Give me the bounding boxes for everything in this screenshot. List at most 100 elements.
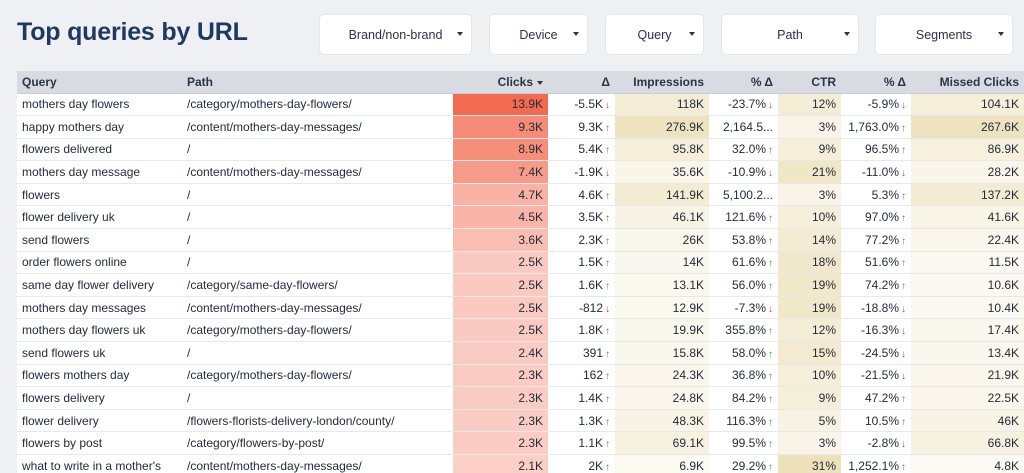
header-query[interactable]: Query [17, 71, 182, 94]
clicks-cell: 8.9K [453, 138, 548, 162]
chevron-down-icon [457, 32, 463, 36]
table-row[interactable]: send flowers uk/2.4K 391 ↑ 15.8K 58.0% ↑ 15% -2… [17, 341, 1024, 365]
missed-clicks-cell: 22.5K [911, 386, 1024, 410]
header-impressions[interactable]: Impressions [615, 71, 709, 94]
missed-clicks-cell: 13.4K [911, 341, 1024, 365]
table-row[interactable]: mothers day flowers uk/category/mothers-… [17, 318, 1024, 343]
table-row[interactable]: send flowers/3.6K 2.3K ↑ 26K 53.8% ↑ 14% 77.2% ↑… [17, 228, 1024, 252]
impressions-cell-value: 95.8K [672, 142, 704, 157]
segments-filter[interactable]: Segments [876, 15, 1012, 54]
query-cell: flowers delivered [17, 138, 182, 162]
arrow-up-icon: ↑ [901, 122, 906, 134]
query-cell: flowers delivery [17, 386, 182, 410]
header-ctr[interactable]: CTR [778, 71, 841, 94]
table-row[interactable]: happy mothers day/content/mothers-day-me… [17, 115, 1024, 139]
ctr-delta-cell-value: 5.3% [871, 187, 899, 202]
header-clicks[interactable]: Clicks [453, 71, 548, 94]
header-ctr-delta[interactable]: % Δ [841, 71, 911, 94]
missed-clicks-cell: 10.4K [911, 296, 1024, 320]
ctr-delta-cell: 97.0% ↑ [841, 205, 911, 230]
impressions-cell: 13.1K [615, 273, 709, 297]
impressions-delta-cell-value: 121.6% [725, 210, 766, 225]
ctr-cell: 3% [778, 115, 841, 139]
table-row[interactable]: flowers delivery/2.3K 1.4K ↑ 24.8K 84.2% ↑ 9% 4… [17, 386, 1024, 410]
missed-clicks-cell-value: 10.6K [987, 278, 1019, 293]
ctr-cell: 19% [778, 273, 841, 297]
clicks-delta-cell-value: 1.3K [578, 413, 603, 428]
ctr-delta-cell-value: -5.9% [867, 97, 899, 112]
clicks-delta-cell: 1.8K ↑ [548, 318, 615, 343]
clicks-delta-cell: 1.1K ↑ [548, 431, 615, 455]
header-missed-clicks[interactable]: Missed Clicks [911, 71, 1024, 94]
ctr-delta-cell-value: 74.2% [864, 278, 899, 293]
table-row[interactable]: mothers day messages/content/mothers-day… [17, 296, 1024, 320]
path-cell: / [182, 183, 453, 207]
clicks-delta-cell-value: -5.5K [574, 97, 603, 112]
impressions-cell-value: 13.1K [672, 278, 704, 293]
ctr-cell-value: 9% [818, 391, 836, 406]
table-row[interactable]: mothers day flowers/category/mothers-day… [17, 93, 1024, 117]
path-cell-value: / [187, 255, 191, 270]
table-row[interactable]: order flowers online/2.5K 1.5K ↑ 14K 61.6% ↑ 1… [17, 251, 1024, 275]
header-missed-clicks-label: Missed Clicks [939, 74, 1019, 89]
impressions-cell: 19.9K [615, 318, 709, 343]
path-filter[interactable]: Path [722, 15, 858, 54]
ctr-delta-cell: 47.2% ↑ [841, 386, 911, 410]
clicks-cell-value: 2.5K [518, 278, 543, 293]
query-cell: what to write in a mother's [17, 454, 182, 473]
device-filter[interactable]: Device [490, 15, 587, 54]
impressions-cell: 26K [615, 228, 709, 252]
arrow-down-icon: ↓ [605, 303, 610, 315]
table-row[interactable]: flower delivery/flowers-florists-deliver… [17, 409, 1024, 433]
header-path-label: Path [187, 74, 214, 89]
query-cell: happy mothers day [17, 115, 182, 139]
arrow-up-icon: ↑ [901, 416, 906, 428]
clicks-delta-cell-value: 162 [582, 368, 603, 383]
clicks-cell: 2.3K [453, 409, 548, 433]
arrow-up-icon: ↑ [605, 439, 610, 451]
table-row[interactable]: what to write in a mother's/content/moth… [17, 454, 1024, 473]
header-path[interactable]: Path [182, 71, 453, 94]
header-impressions-label: Impressions [633, 74, 704, 89]
table-row[interactable]: mothers day message/content/mothers-day-… [17, 160, 1024, 184]
query-cell: order flowers online [17, 251, 182, 275]
clicks-delta-cell: 1.3K ↑ [548, 409, 615, 433]
header-ctr-delta-label: % Δ [883, 74, 906, 89]
arrow-up-icon: ↑ [605, 122, 610, 134]
query-cell: flower delivery [17, 409, 182, 433]
impressions-delta-cell-value: 29.2% [731, 458, 766, 473]
clicks-delta-cell: 1.5K ↑ [548, 251, 615, 275]
header-clicks-delta[interactable]: Δ [548, 71, 615, 94]
path-cell-value: / [187, 345, 191, 360]
impressions-delta-cell: 2,164.5... [709, 115, 778, 139]
query-cell-value: mothers day messages [22, 300, 147, 315]
impressions-delta-cell-value: 61.6% [731, 255, 766, 270]
impressions-cell: 69.1K [615, 431, 709, 455]
ctr-cell: 19% [778, 296, 841, 320]
table-row[interactable]: flowers delivered/8.9K 5.4K ↑ 95.8K 32.0% ↑ 9%… [17, 138, 1024, 162]
query-cell-value: order flowers online [22, 255, 127, 270]
brand-filter[interactable]: Brand/non-brand [320, 15, 471, 54]
table-row[interactable]: flowers by post/category/flowers-by-post… [17, 431, 1024, 455]
clicks-delta-cell-value: 3.5K [578, 210, 603, 225]
query-filter[interactable]: Query [606, 15, 703, 54]
impressions-cell: 35.6K [615, 160, 709, 184]
ctr-delta-cell: 77.2% ↑ [841, 228, 911, 252]
table-row[interactable]: flowers/4.7K 4.6K ↑ 141.9K 5,100.2... 3% 5.3% ↑… [17, 183, 1024, 207]
path-cell-value: /category/mothers-day-flowers/ [187, 368, 352, 383]
clicks-delta-cell: 2.3K ↑ [548, 228, 615, 252]
ctr-cell: 3% [778, 431, 841, 455]
impressions-delta-cell: 36.8% ↑ [709, 364, 778, 388]
missed-clicks-cell-value: 13.4K [987, 345, 1019, 360]
missed-clicks-cell: 66.8K [911, 431, 1024, 455]
path-cell: / [182, 138, 453, 162]
chevron-down-icon [689, 32, 695, 36]
table-row[interactable]: same day flower delivery/category/same-d… [17, 273, 1024, 297]
header-impressions-delta[interactable]: % Δ [709, 71, 778, 94]
clicks-cell-value: 2.5K [518, 255, 543, 270]
table-row[interactable]: flower delivery uk/4.5K 3.5K ↑ 46.1K 121.6% ↑… [17, 205, 1024, 230]
filter-label: Device [519, 27, 558, 42]
table-row[interactable]: flowers mothers day/category/mothers-day… [17, 364, 1024, 388]
arrow-up-icon: ↑ [605, 461, 610, 473]
ctr-cell-value: 5% [818, 413, 836, 428]
